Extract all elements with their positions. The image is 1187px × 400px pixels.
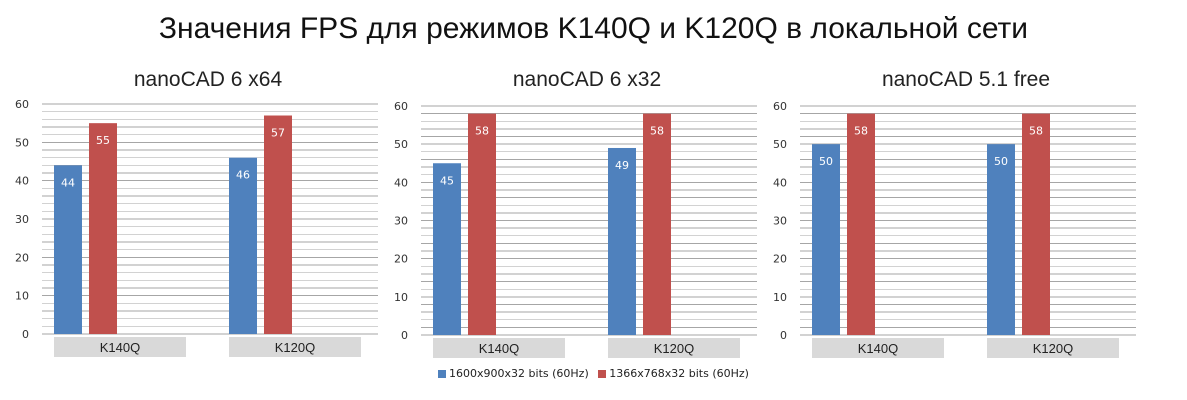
figure-title: Значения FPS для режимов K140Q и K120Q в…: [158, 12, 1029, 45]
x-tick-label: K140Q: [858, 341, 898, 356]
bar-series-2: [643, 113, 671, 335]
data-label: 55: [96, 134, 110, 147]
y-tick-label: 50: [394, 138, 408, 151]
y-tick-label: 20: [15, 251, 29, 264]
category-label-box: [433, 338, 565, 358]
y-tick-label: 30: [394, 215, 408, 228]
legend-swatch-series-2: [598, 369, 607, 378]
y-tick-label: 10: [394, 291, 408, 304]
category-label-box: [608, 338, 740, 358]
y-tick-label: 60: [15, 98, 29, 111]
data-label: 46: [236, 169, 250, 182]
legend-item-series-2: 1366x768x32 bits (60Hz): [598, 367, 749, 380]
y-tick-label: 20: [773, 253, 787, 266]
bar-series-2: [847, 113, 875, 335]
chart-title: nanoCAD 6 x64: [134, 68, 283, 91]
legend-swatch-series-1: [438, 369, 447, 378]
data-label: 50: [994, 155, 1008, 168]
legend-label-series-1: 1600x900x32 bits (60Hz): [449, 367, 589, 380]
bar-series-1: [433, 163, 461, 335]
y-tick-label: 0: [22, 328, 29, 341]
data-label: 44: [61, 176, 75, 189]
bar-series-1: [812, 144, 840, 335]
data-label: 49: [615, 159, 629, 172]
y-tick-label: 40: [15, 175, 29, 188]
bar-series-1: [608, 147, 636, 335]
y-tick-label: 30: [773, 215, 787, 228]
y-tick-label: 10: [15, 290, 29, 303]
bar-series-2: [264, 115, 292, 334]
x-tick-label: K120Q: [1033, 341, 1073, 356]
data-label: 58: [650, 125, 664, 138]
chart-title: nanoCAD 6 x32: [513, 68, 661, 91]
y-tick-label: 30: [15, 213, 29, 226]
y-tick-label: 40: [773, 176, 787, 189]
y-tick-label: 40: [394, 176, 408, 189]
y-tick-label: 20: [394, 253, 408, 266]
y-tick-label: 0: [401, 329, 408, 342]
data-label: 45: [440, 174, 454, 187]
x-tick-label: K120Q: [654, 341, 694, 356]
y-tick-label: 60: [394, 100, 408, 113]
data-label: 58: [1029, 125, 1043, 138]
bar-series-2: [468, 113, 496, 335]
charts-canvas: nanoCAD 6 x64 0 10 20 30 40 50 60 K140Q K120Q 44 46…: [15, 68, 1136, 358]
data-label: 58: [475, 125, 489, 138]
bar-series-1: [987, 144, 1015, 335]
y-tick-label: 10: [773, 291, 787, 304]
x-tick-label: K140Q: [100, 340, 140, 355]
chart-title: nanoCAD 5.1 free: [882, 68, 1050, 91]
legend: 1600x900x32 bits (60Hz) 1366x768x32 bits…: [0, 367, 1187, 381]
y-tick-label: 0: [780, 329, 787, 342]
bar-series-2: [1022, 113, 1050, 335]
category-label-box: [812, 338, 944, 358]
bar-series-1: [54, 165, 82, 334]
y-tick-label: 60: [773, 100, 787, 113]
x-tick-label: K140Q: [479, 341, 519, 356]
legend-item-series-1: 1600x900x32 bits (60Hz): [438, 367, 589, 380]
legend-label-series-2: 1366x768x32 bits (60Hz): [609, 367, 749, 380]
x-tick-label: K120Q: [275, 340, 315, 355]
category-label-box: [987, 338, 1119, 358]
y-tick-label: 50: [773, 138, 787, 151]
bar-series-2: [89, 123, 117, 335]
data-label: 58: [854, 125, 868, 138]
category-label-box: [229, 337, 361, 357]
y-tick-label: 50: [15, 136, 29, 149]
data-label: 50: [819, 155, 833, 168]
category-label-box: [54, 337, 186, 357]
data-label: 57: [271, 127, 285, 140]
bar-series-1: [229, 157, 257, 334]
